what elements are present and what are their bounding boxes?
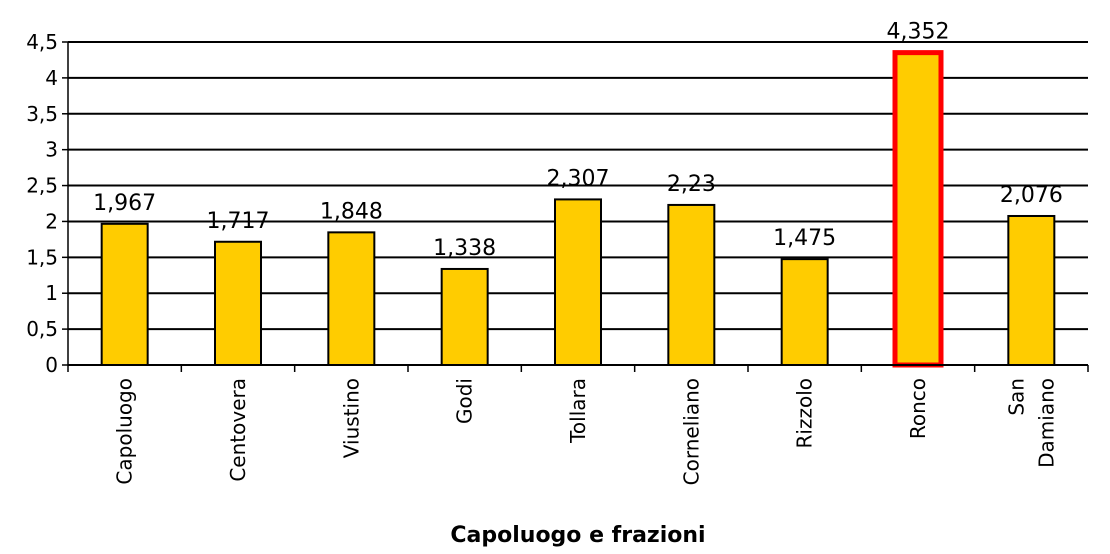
value-label: 1,967 xyxy=(93,191,156,216)
x-tick-label: Ronco xyxy=(906,378,930,439)
y-tick-label: 4 xyxy=(45,66,58,90)
y-tick-label: 2 xyxy=(45,209,58,233)
value-label: 1,475 xyxy=(773,226,836,251)
bar xyxy=(214,240,262,366)
value-label: 1,717 xyxy=(207,209,270,234)
value-label: 1,338 xyxy=(433,236,496,261)
x-tick-label: San Damiano xyxy=(1004,378,1058,468)
x-axis-title: Capoluogo e frazioni xyxy=(450,523,705,548)
bar xyxy=(1007,214,1056,366)
y-tick-label: 3 xyxy=(45,138,58,162)
y-tick-label: 1 xyxy=(45,281,58,305)
y-tick-label: 3,5 xyxy=(26,102,58,126)
y-tick-label: 2,5 xyxy=(26,174,58,198)
value-label: 2,23 xyxy=(667,172,716,197)
y-tick-label: 1,5 xyxy=(26,245,58,269)
y-tick-label: 0 xyxy=(45,353,58,377)
x-tick-label: Tollara xyxy=(566,378,590,444)
bar xyxy=(440,267,489,366)
bar xyxy=(554,198,602,366)
value-label: 2,076 xyxy=(1000,183,1063,208)
x-tick-label: Centovera xyxy=(226,378,250,482)
x-tick-label: Capoluogo xyxy=(113,378,137,485)
y-tick-label: 4,5 xyxy=(26,30,58,54)
value-label: 4,352 xyxy=(887,20,950,45)
bar xyxy=(100,222,149,366)
bar xyxy=(667,203,716,366)
x-tick-label: Godi xyxy=(453,378,477,424)
bar xyxy=(892,50,944,368)
bar xyxy=(327,231,376,366)
value-label: 1,848 xyxy=(320,199,383,224)
x-tick-label: Rizzolo xyxy=(793,378,817,448)
x-tick-label: Viustino xyxy=(339,378,363,458)
y-tick-label: 0,5 xyxy=(26,317,58,341)
value-label: 2,307 xyxy=(547,166,610,191)
bar xyxy=(780,258,829,366)
x-tick-label: Corneliano xyxy=(679,378,703,485)
